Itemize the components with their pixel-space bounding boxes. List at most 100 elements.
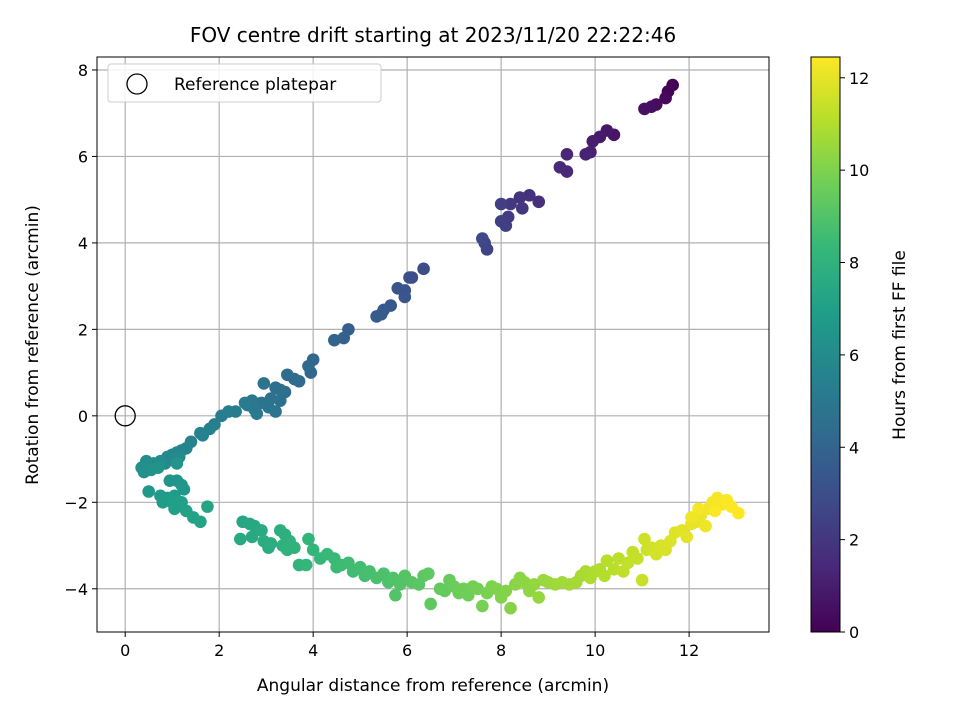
- data-point: [476, 232, 489, 245]
- legend: Reference platepar: [107, 63, 382, 103]
- data-point: [532, 591, 546, 604]
- y-tick-label: 4: [78, 234, 88, 253]
- data-point: [215, 409, 228, 423]
- data-point: [494, 214, 508, 228]
- y-tick-label: −2: [64, 493, 88, 512]
- chart-title: FOV centre drift starting at 2023/11/20 …: [190, 23, 676, 47]
- data-point: [527, 578, 541, 591]
- data-point: [156, 496, 170, 509]
- data-point: [579, 147, 593, 161]
- data-point: [732, 506, 745, 520]
- y-axis: −4 −2 0 2 4 6 8: [64, 61, 97, 599]
- data-point: [422, 567, 435, 580]
- data-point: [177, 483, 191, 496]
- y-tick-label: 0: [78, 407, 88, 426]
- colorbar-tick-label: 10: [849, 161, 869, 180]
- data-point: [194, 426, 207, 440]
- data-point: [273, 394, 287, 408]
- x-tick-label: 0: [120, 641, 130, 660]
- x-tick-label: 6: [402, 641, 412, 660]
- x-tick-label: 4: [308, 641, 318, 660]
- data-point: [438, 584, 452, 598]
- data-point: [659, 91, 672, 105]
- legend-box: [107, 63, 382, 103]
- data-point: [328, 333, 341, 347]
- data-point: [238, 396, 252, 410]
- colorbar: [810, 56, 841, 633]
- y-tick-label: 8: [78, 61, 88, 80]
- data-point: [631, 552, 644, 565]
- x-tick-label: 8: [496, 641, 506, 660]
- data-point: [494, 197, 508, 211]
- data-point: [586, 135, 600, 148]
- x-tick-label: 10: [585, 641, 605, 660]
- x-tick-label: 12: [679, 641, 699, 660]
- colorbar-tick-label: 6: [849, 346, 859, 365]
- data-point: [708, 504, 722, 518]
- x-axis: 0 2 4 6 8 10 12: [120, 632, 699, 660]
- y-tick-label: 2: [78, 320, 88, 339]
- data-point: [257, 377, 271, 390]
- data-point: [194, 515, 207, 529]
- data-point: [499, 584, 513, 598]
- data-point: [151, 461, 165, 475]
- colorbar-tick-label: 12: [849, 69, 869, 88]
- data-point: [692, 502, 705, 516]
- data-point: [513, 191, 527, 204]
- data-point: [553, 160, 567, 174]
- data-point: [142, 485, 155, 498]
- y-axis-label: Rotation from reference (arcmin): [23, 205, 43, 485]
- legend-entry: Reference platepar: [174, 75, 336, 95]
- colorbar-ticks: 0 2 4 6 8 10 12: [840, 69, 869, 642]
- data-point: [621, 556, 635, 570]
- colorbar-tick-label: 4: [849, 438, 859, 457]
- data-point: [638, 532, 651, 546]
- data-point: [635, 573, 649, 587]
- data-point: [600, 554, 614, 567]
- data-point: [471, 582, 484, 596]
- data-point: [269, 381, 282, 395]
- data-point: [515, 202, 529, 215]
- data-point: [523, 189, 536, 202]
- y-tick-label: 6: [78, 147, 88, 166]
- y-tick-label: −4: [64, 580, 88, 599]
- colorbar-label: Hours from first FF file: [890, 250, 910, 440]
- data-point: [306, 543, 320, 557]
- data-point: [417, 262, 430, 276]
- data-point: [612, 552, 625, 565]
- data-point: [476, 599, 489, 613]
- data-point: [370, 310, 383, 323]
- data-point: [304, 366, 318, 379]
- data-point: [680, 530, 694, 544]
- data-point: [532, 195, 546, 209]
- data-point: [607, 563, 621, 576]
- data-point: [299, 558, 313, 572]
- data-point: [389, 588, 402, 602]
- data-point: [234, 532, 247, 546]
- data-point: [170, 457, 184, 470]
- data-point: [504, 601, 517, 615]
- plot-frame: [96, 56, 770, 633]
- data-point: [262, 400, 275, 414]
- data-point: [638, 102, 651, 116]
- x-axis-label: Angular distance from reference (arcmin): [257, 676, 609, 696]
- legend-marker: [126, 73, 148, 95]
- data-point: [281, 368, 294, 382]
- data-point: [302, 532, 315, 546]
- scatter-points: [135, 78, 745, 615]
- data-point: [168, 502, 181, 516]
- colorbar-tick-label: 8: [849, 254, 859, 273]
- data-point: [598, 569, 611, 583]
- data-point: [337, 331, 351, 345]
- data-point: [255, 524, 268, 537]
- data-point: [685, 511, 698, 524]
- data-point: [264, 537, 278, 550]
- data-point: [391, 281, 405, 295]
- colorbar-tick-label: 0: [849, 623, 859, 642]
- data-point: [504, 197, 517, 211]
- data-point: [560, 147, 574, 161]
- x-tick-label: 2: [214, 641, 224, 660]
- data-point: [699, 519, 712, 533]
- data-point: [250, 407, 264, 420]
